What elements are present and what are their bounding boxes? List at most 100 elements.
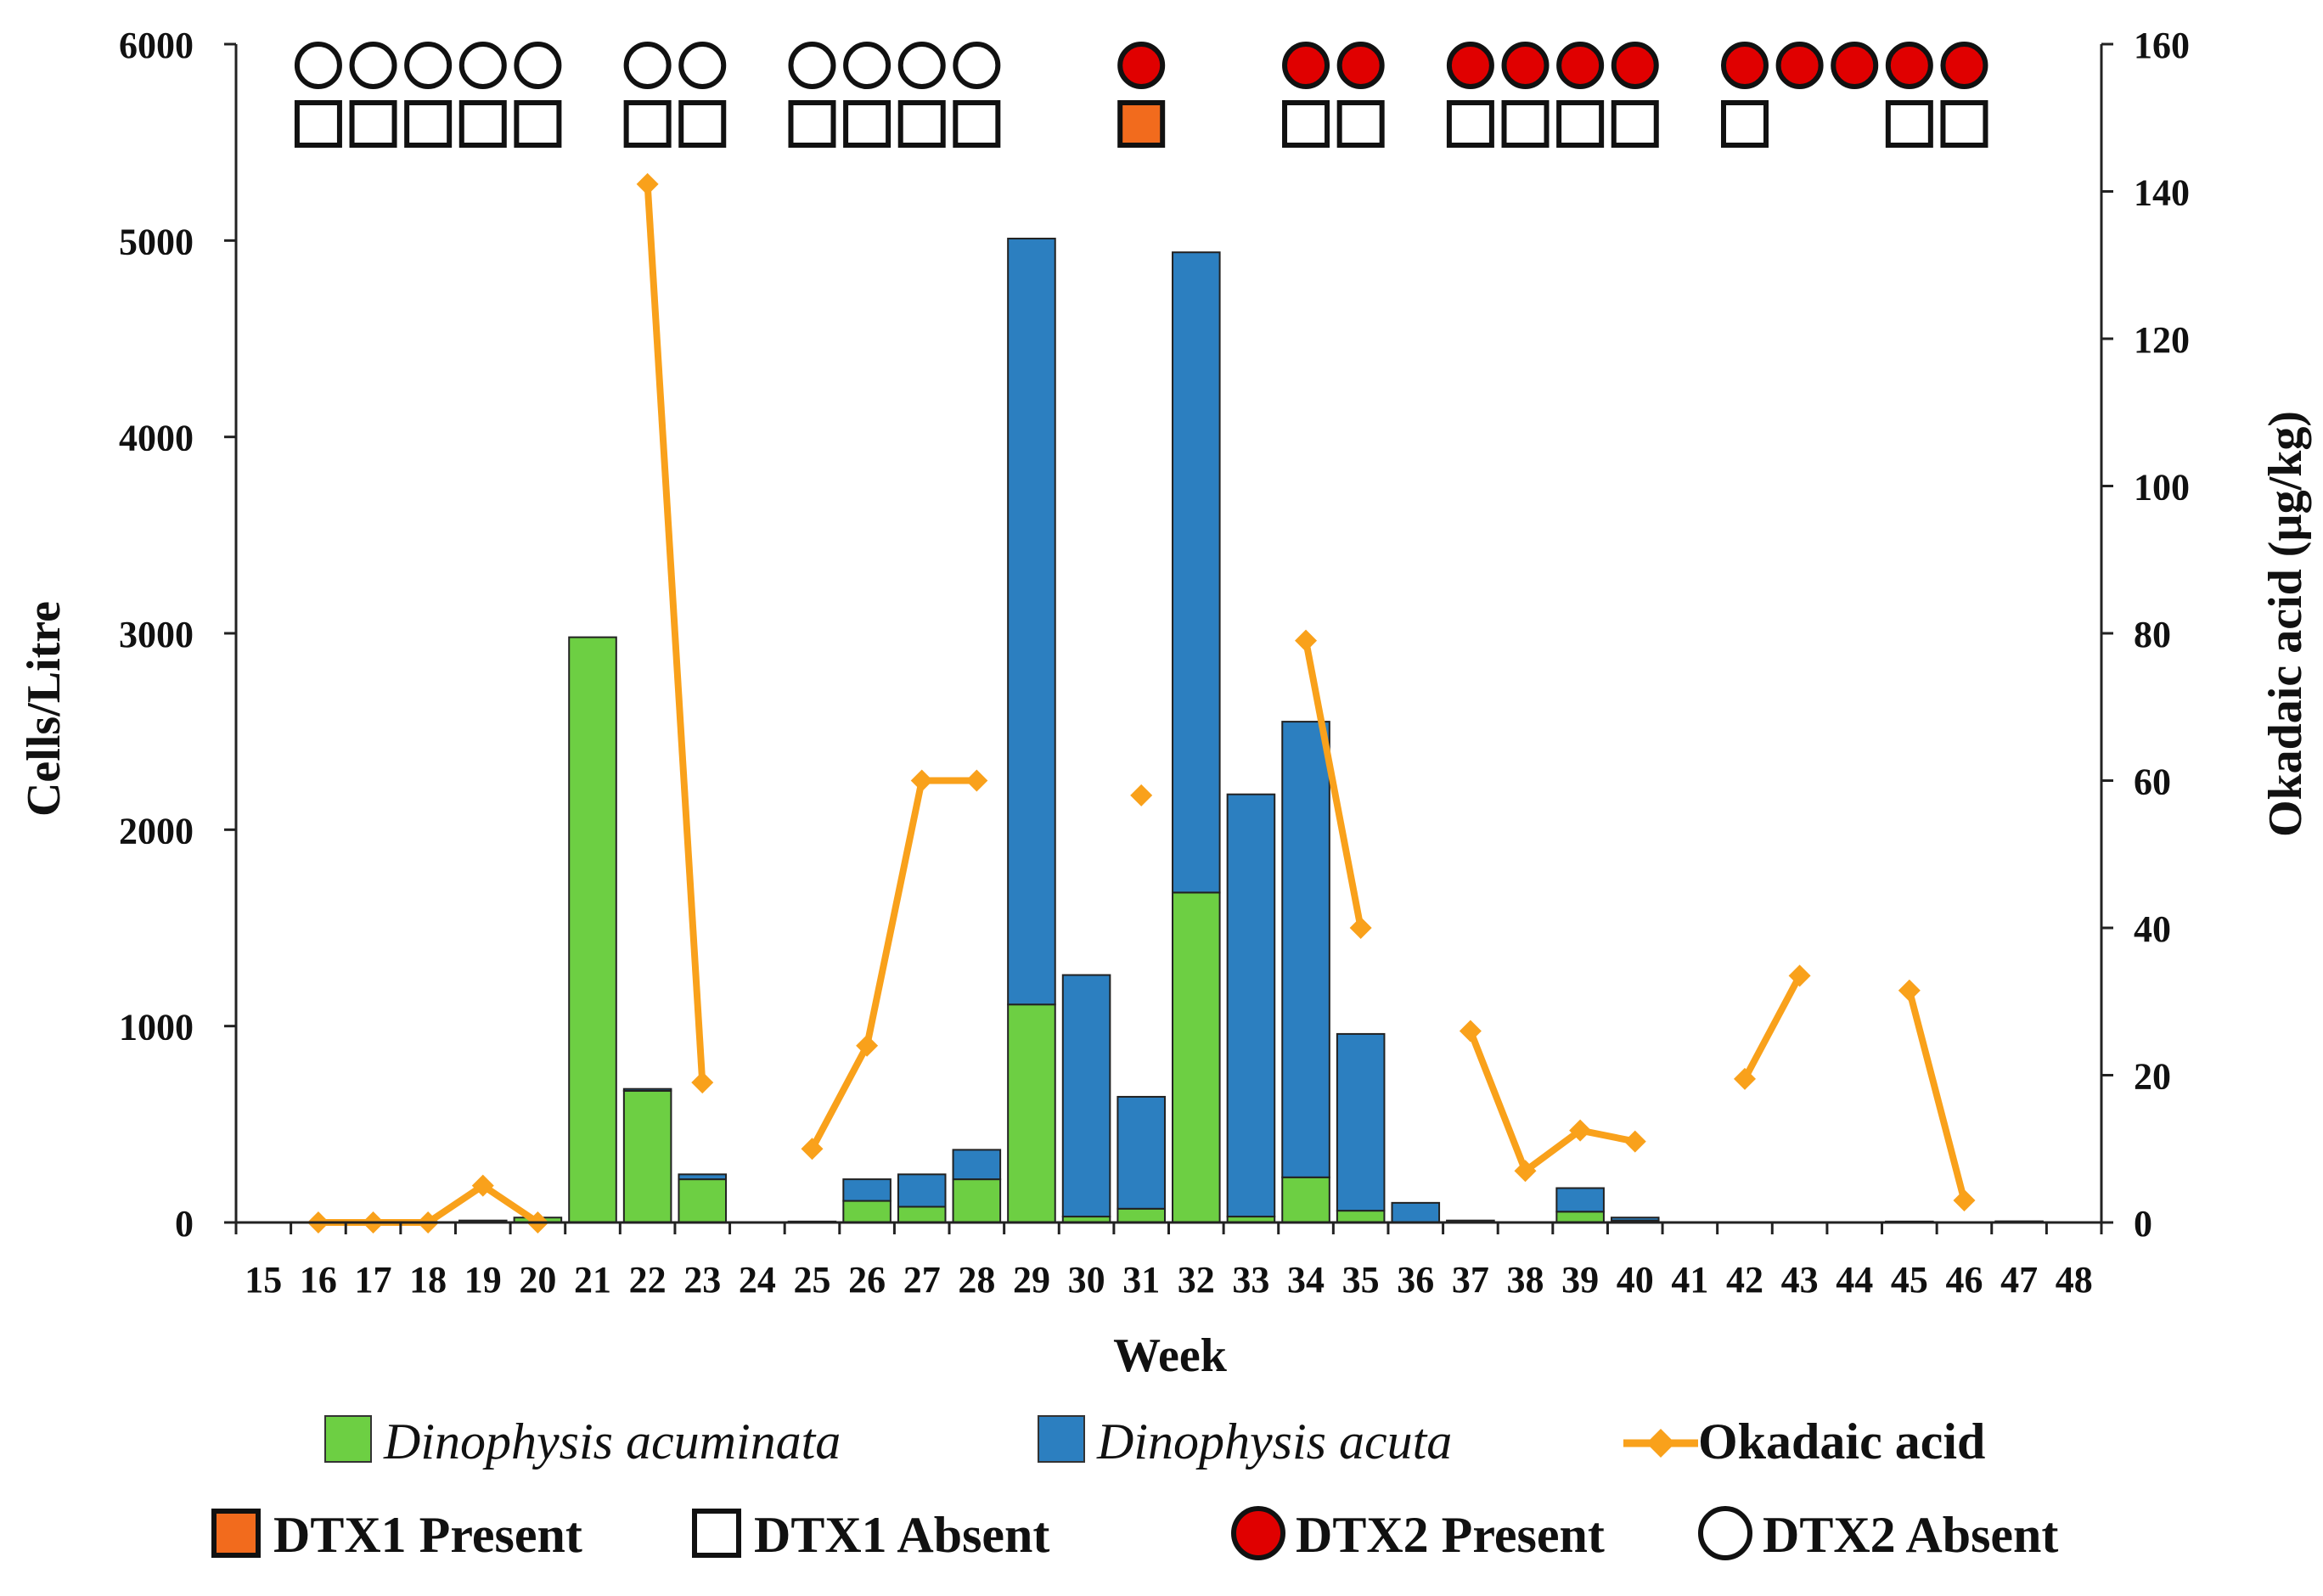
x-tick-label-18: 18	[409, 1259, 447, 1301]
x-tick-label-41: 41	[1671, 1259, 1708, 1301]
legend-swatch-acuta	[1038, 1415, 1085, 1463]
x-tick-label-21: 21	[574, 1259, 611, 1301]
dtx2-present-week-42	[1720, 42, 1769, 89]
dtx1-absent-week-46	[1940, 100, 1988, 148]
dtx1-absent-week-19	[458, 100, 507, 148]
bar-acuminata-week-32	[1172, 891, 1221, 1223]
x-tick-label-25: 25	[793, 1259, 830, 1301]
dtx1-present-week-31	[1117, 100, 1166, 148]
bar-acuminata-week-35	[1336, 1210, 1386, 1223]
bar-acuta-week-35	[1336, 1032, 1386, 1212]
dtx1-absent-week-37	[1446, 100, 1494, 148]
bar-acuta-week-30	[1061, 974, 1111, 1218]
x-tick-label-24: 24	[739, 1259, 776, 1301]
dtx2-present-week-31	[1117, 42, 1166, 89]
legend-swatch-acuminata	[324, 1415, 372, 1463]
x-tick-label-26: 26	[848, 1259, 886, 1301]
x-tick-label-27: 27	[903, 1259, 941, 1301]
y-tick-label-0: 0	[175, 1203, 194, 1245]
legend-label-dtx1-present: DTX1 Present	[273, 1507, 582, 1563]
okadaic-point-week-26	[856, 1034, 879, 1057]
bar-acuminata-week-34	[1281, 1176, 1330, 1223]
dtx2-absent-week-20	[514, 42, 562, 89]
bar-acuminata-week-23	[678, 1178, 728, 1224]
legend: Dinophysis acuminata Dinophysis acuta Ok…	[211, 1413, 2058, 1563]
y2-tick-label-0: 0	[2134, 1203, 2152, 1245]
bar-acuminata-week-39	[1555, 1211, 1605, 1223]
dtx1-absent-week-18	[404, 100, 453, 148]
x-tick-label-47: 47	[2000, 1259, 2038, 1301]
x-tick-label-37: 37	[1452, 1259, 1489, 1301]
legend-label-acuta: Dinophysis acuta	[1096, 1413, 1452, 1470]
legend-label-dtx2-present: DTX2 Present	[1296, 1507, 1605, 1563]
x-tick-label-43: 43	[1781, 1259, 1819, 1301]
y-tick-label-3000: 3000	[119, 614, 194, 655]
okadaic-point-week-31	[1130, 784, 1153, 806]
dtx2-absent-week-16	[294, 42, 342, 89]
okadaic-line-segment-7	[1741, 974, 1803, 1081]
dtx2-absent-week-25	[788, 42, 836, 89]
x-tick-label-35: 35	[1342, 1259, 1380, 1301]
legend-label-okadaic: Okadaic acid	[1698, 1413, 1985, 1470]
x-tick-label-46: 46	[1945, 1259, 1983, 1301]
bar-acuminata-week-28	[952, 1178, 1002, 1224]
okadaic-line-segment-6	[1467, 1029, 1636, 1175]
x-tick-label-20: 20	[519, 1259, 556, 1301]
x-axis-title: Week	[1113, 1329, 1228, 1382]
bar-acuta-week-32	[1172, 251, 1221, 894]
y2-tick-label-160: 160	[2134, 25, 2190, 66]
y2-tick-label-80: 80	[2134, 614, 2171, 655]
dtx2-absent-week-22	[623, 42, 672, 89]
dtx2-absent-week-28	[953, 42, 1001, 89]
y2-tick-label-60: 60	[2134, 761, 2171, 803]
okadaic-point-week-43	[1788, 964, 1811, 987]
toxin-markers	[294, 42, 1988, 148]
dtx1-absent-week-35	[1336, 100, 1385, 148]
x-tick-label-32: 32	[1178, 1259, 1215, 1301]
dtx1-absent-week-23	[678, 100, 727, 148]
dtx2-absent-week-19	[458, 42, 507, 89]
x-tick-label-42: 42	[1726, 1259, 1763, 1301]
x-tick-label-23: 23	[683, 1259, 721, 1301]
y-tick-label-4000: 4000	[119, 418, 194, 459]
y-tick-label-5000: 5000	[119, 221, 194, 262]
x-tick-label-17: 17	[355, 1259, 392, 1301]
bar-acuta-week-23	[678, 1173, 728, 1181]
y2-tick-label-120: 120	[2134, 319, 2190, 361]
bar-acuta-week-28	[952, 1149, 1002, 1181]
dtx1-absent-week-40	[1611, 100, 1659, 148]
y2-axis-title: Okadaic acid (µg/kg)	[2259, 411, 2312, 837]
y2-tick-label-40: 40	[2134, 908, 2171, 950]
x-tick-label-39: 39	[1561, 1259, 1599, 1301]
dtx1-absent-week-25	[788, 100, 836, 148]
dtx1-absent-week-20	[514, 100, 562, 148]
bar-acuta-week-27	[897, 1173, 947, 1208]
okadaic-point-week-34	[1295, 629, 1318, 652]
dtx2-absent-week-26	[843, 42, 892, 89]
x-tick-label-33: 33	[1232, 1259, 1269, 1301]
dtx1-absent-week-34	[1282, 100, 1330, 148]
okadaic-point-week-46	[1953, 1189, 1976, 1211]
x-tick-label-28: 28	[958, 1259, 995, 1301]
bar-acuta-week-33	[1226, 793, 1276, 1218]
bar-acuta-week-40	[1610, 1217, 1660, 1222]
dtx1-absent-week-17	[349, 100, 397, 148]
okadaic-line-segment-2	[644, 183, 706, 1083]
y-tick-label-1000: 1000	[119, 1007, 194, 1048]
okadaic-point-week-28	[965, 769, 988, 792]
okadaic-line-segment-5	[1302, 639, 1364, 929]
dtx2-present-week-34	[1282, 42, 1330, 89]
okadaic-point-week-22	[636, 172, 659, 195]
legend-swatch-dtx1-present	[211, 1509, 261, 1558]
bar-acuta-week-29	[1007, 238, 1056, 1006]
x-tick-label-31: 31	[1122, 1259, 1160, 1301]
x-tick-label-36: 36	[1397, 1259, 1434, 1301]
dtx2-present-week-38	[1501, 42, 1550, 89]
dtx2-absent-week-27	[897, 42, 946, 89]
dtx1-absent-week-22	[623, 100, 672, 148]
bar-acuminata-week-27	[897, 1205, 947, 1223]
legend-swatch-dtx2-present	[1231, 1506, 1285, 1560]
bar-acuminata-week-31	[1117, 1207, 1166, 1223]
dtx2-present-week-45	[1885, 42, 1933, 89]
x-tick-label-29: 29	[1013, 1259, 1050, 1301]
